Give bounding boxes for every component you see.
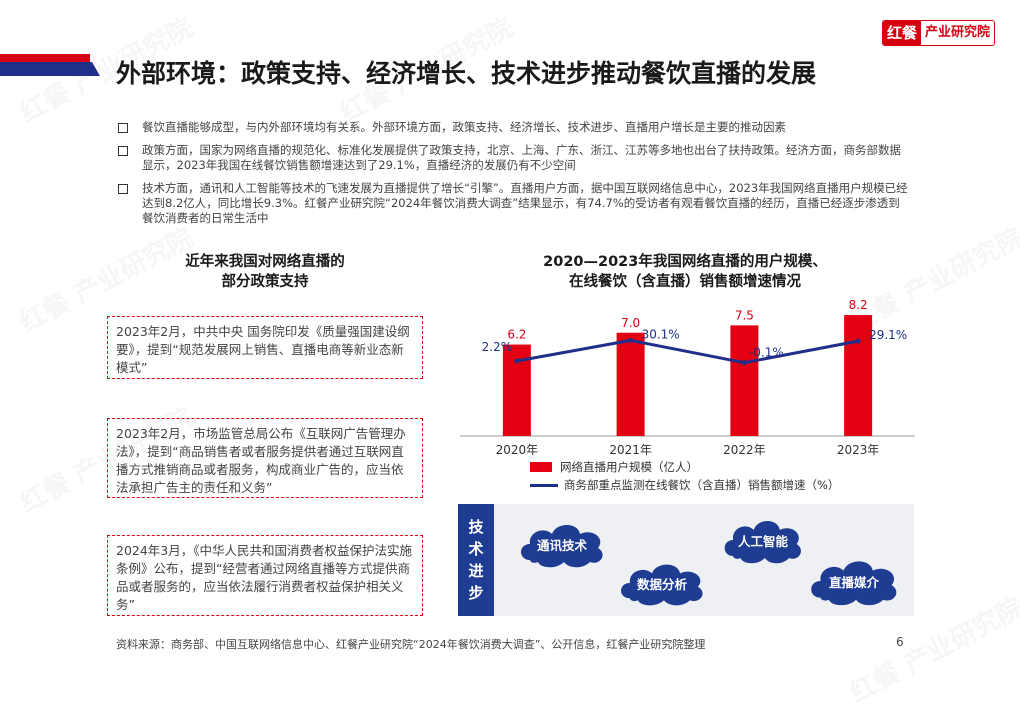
cloud-ai: 人工智能 [720, 512, 806, 566]
x-tick-label: 2023年 [837, 443, 880, 457]
bar [844, 315, 873, 436]
cloud-icon [811, 561, 897, 606]
source-note: 资料来源：商务部、中国互联网络信息中心、红餐产业研究院“2024年餐饮消费大调查… [116, 638, 706, 651]
policy-text: 2023年2月，中共中央 国务院印发《质量强国建设纲要》，提到“规范发展网上销售… [116, 324, 410, 375]
square-bullet-icon [118, 184, 128, 194]
line-value-label: -0.1% [749, 346, 784, 360]
bar-value-label: 7.5 [735, 308, 754, 322]
bullet-text: 餐饮直播能够成型，与内外部环境均有关系。外部环境方面，政策支持、经济增长、技术进… [142, 120, 786, 134]
tech-label-char: 步 [468, 584, 484, 602]
cloud-label: 通讯技术 [536, 538, 587, 553]
bullet-item: 政策方面，国家为网络直播的规范化、标准化发展提供了政策支持，北京、上海、广东、浙… [118, 143, 908, 173]
policy-title-line2: 部分政策支持 [221, 274, 309, 290]
x-tick-label: 2020年 [496, 443, 539, 457]
bar [616, 332, 645, 436]
line-value-label: 29.1% [869, 328, 907, 342]
policy-card: 2023年2月，市场监管总局公布《互联网广告管理办法》，提到“商品销售者或者服务… [107, 418, 423, 498]
bullet-item: 技术方面，通讯和人工智能等技术的飞速发展为直播提供了增长“引擎”。直播用户方面，… [118, 181, 908, 226]
line-point [514, 358, 520, 364]
bullet-text: 政策方面，国家为网络直播的规范化、标准化发展提供了政策支持，北京、上海、广东、浙… [142, 143, 901, 172]
tech-label-char: 技 [468, 518, 484, 536]
policy-text: 2024年3月，《中华人民共和国消费者权益保护法实施条例》公布，提到“经营者通过… [116, 543, 413, 612]
line-point [628, 337, 634, 343]
legend-swatch-line [530, 483, 558, 487]
page-number: 6 [896, 635, 904, 649]
line-point [855, 338, 861, 344]
tech-progress-label: 技 术 进 步 [458, 504, 494, 616]
bullet-item: 餐饮直播能够成型，与内外部环境均有关系。外部环境方面，政策支持、经济增长、技术进… [118, 120, 908, 135]
cloud-label: 数据分析 [636, 577, 687, 592]
chart-title-line2: 在线餐饮（含直播）销售额增速情况 [569, 274, 801, 290]
x-tick-label: 2022年 [723, 443, 766, 457]
legend-label: 商务部重点监测在线餐饮（含直播）销售额增速（%） [564, 478, 840, 492]
cloud-data-analysis: 数据分析 [616, 556, 708, 608]
intro-bullets: 餐饮直播能够成型，与内外部环境均有关系。外部环境方面，政策支持、经济增长、技术进… [118, 120, 908, 234]
policy-text: 2023年2月，市场监管总局公布《互联网广告管理办法》，提到“商品销售者或者服务… [116, 426, 406, 495]
legend-item-bar: 网络直播用户规模（亿人） [530, 459, 698, 475]
header-accent-blue [0, 62, 100, 76]
tech-label-char: 进 [468, 562, 484, 580]
chart-title-line1: 2020—2023年我国网络直播的用户规模、 [543, 254, 827, 270]
bar-value-label: 6.2 [507, 328, 526, 342]
cloud-communication: 通讯技术 [516, 516, 608, 570]
bullet-text: 技术方面，通讯和人工智能等技术的飞速发展为直播提供了增长“引擎”。直播用户方面，… [142, 181, 908, 225]
legend-swatch-bar [530, 462, 552, 472]
logo-mark: 红餐 [883, 21, 922, 45]
bar-value-label: 8.2 [849, 300, 868, 312]
square-bullet-icon [118, 146, 128, 156]
cloud-icon [724, 521, 801, 564]
policy-section-title: 近年来我国对网络直播的 部分政策支持 [150, 252, 380, 292]
bar [730, 325, 759, 436]
x-tick-label: 2021年 [609, 443, 652, 457]
cloud-icon [621, 564, 703, 606]
chart-title: 2020—2023年我国网络直播的用户规模、 在线餐饮（含直播）销售额增速情况 [520, 252, 850, 292]
policy-card: 2023年2月，中共中央 国务院印发《质量强国建设纲要》，提到“规范发展网上销售… [107, 316, 423, 379]
policy-card: 2024年3月，《中华人民共和国消费者权益保护法实施条例》公布，提到“经营者通过… [107, 535, 423, 616]
legend-label: 网络直播用户规模（亿人） [560, 460, 698, 474]
cloud-label: 人工智能 [737, 534, 788, 549]
line-value-label: 30.1% [642, 327, 680, 341]
page-title: 外部环境：政策支持、经济增长、技术进步推动餐饮直播的发展 [116, 59, 817, 88]
line-point [741, 360, 747, 366]
cloud-label: 直播媒介 [828, 575, 879, 590]
line-value-label: 2.2% [482, 340, 513, 354]
bar-value-label: 7.0 [621, 316, 640, 330]
growth-line [516, 338, 859, 365]
combo-chart: 6.2 2020年 7.0 2021年 7.5 2022年 8.2 2023年 2.2% 30.1… [460, 300, 915, 457]
brand-logo: 红餐 产业研究院 [882, 20, 996, 46]
policy-title-line1: 近年来我国对网络直播的 [185, 254, 345, 270]
tech-label-char: 术 [468, 540, 484, 558]
square-bullet-icon [118, 123, 128, 133]
logo-text: 产业研究院 [921, 21, 995, 45]
legend-item-line: 商务部重点监测在线餐饮（含直播）销售额增速（%） [530, 477, 839, 493]
cloud-icon [521, 525, 603, 568]
cloud-live-media: 直播媒介 [806, 552, 902, 608]
